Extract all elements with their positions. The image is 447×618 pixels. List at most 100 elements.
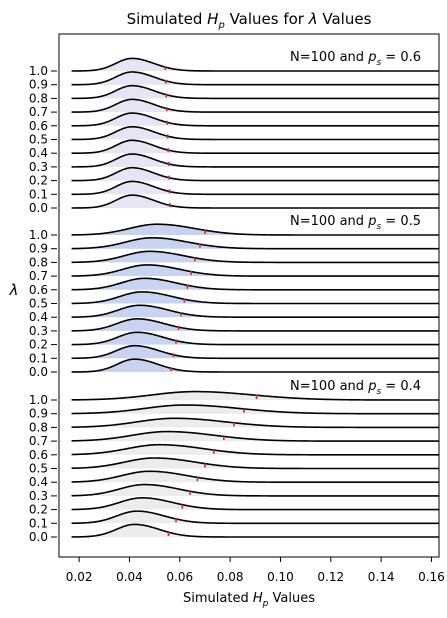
lambda-label: 0.4 — [29, 146, 48, 160]
lambda-label: 0.6 — [29, 448, 48, 462]
lambda-label: 0.5 — [29, 462, 48, 476]
ridge-line-0.8 — [71, 250, 439, 264]
lambda-label: 1.0 — [29, 228, 48, 242]
lambda-label: 0.6 — [29, 119, 48, 133]
ridge-line-0.1 — [71, 180, 439, 196]
ridge-line-0.6 — [71, 443, 439, 456]
lambda-label: 1.0 — [29, 393, 48, 407]
x-tick-label: 0.08 — [217, 570, 244, 584]
ridge-fill — [71, 511, 439, 524]
lambda-label: 0.9 — [29, 407, 48, 421]
ridge-line-0.6 — [71, 277, 439, 291]
x-axis: 0.02 0.04 0.06 0.08 0.10 0.12 0.14 0.16 — [66, 557, 445, 584]
lambda-label: 0.9 — [29, 78, 48, 92]
plot-frame — [58, 33, 440, 558]
lambda-label: 0.8 — [29, 255, 48, 269]
ridge-fill — [71, 318, 439, 331]
y-axis-label: λ — [9, 281, 19, 299]
x-tick-label: 0.16 — [418, 570, 445, 584]
ridge-fill — [71, 444, 439, 455]
ridge-fill — [71, 484, 439, 496]
x-tick-label: 0.12 — [317, 570, 344, 584]
ridge-line-0.7 — [71, 430, 439, 442]
ridge-fill — [71, 58, 439, 71]
ridge-fill — [71, 224, 439, 235]
ridge-line-0.2 — [71, 497, 439, 511]
x-tick-label: 0.14 — [368, 570, 395, 584]
lambda-label: 0.3 — [29, 160, 48, 174]
lambda-label: 0.0 — [29, 365, 48, 379]
ridge-line-1.0 — [71, 57, 439, 72]
ridge-line-0.0 — [71, 194, 439, 209]
panel-label-0: N=100 and ps = 0.6 — [290, 50, 421, 68]
lambda-label: 0.1 — [29, 187, 48, 201]
lambda-label: 0.3 — [29, 489, 48, 503]
lambda-label: 0.2 — [29, 338, 48, 352]
lambda-label: 0.0 — [29, 530, 48, 544]
lambda-label: 0.6 — [29, 283, 48, 297]
x-tick-label: 0.04 — [116, 570, 143, 584]
ridge-fill — [71, 471, 439, 483]
ridge-line-0.0 — [71, 523, 439, 538]
x-axis-label: Simulated Hp Values — [183, 591, 315, 609]
ridge-fill — [71, 181, 439, 195]
ridge-fill — [71, 332, 439, 345]
ridge-line-1.0 — [71, 223, 439, 236]
ridge-line-0.7 — [71, 264, 439, 277]
ridge-fill — [71, 99, 439, 113]
panel-1: 0.00.10.20.30.40.50.60.70.80.91.0 N=100 a… — [29, 214, 439, 379]
lambda-label: 0.9 — [29, 242, 48, 256]
chart-title: Simulated Hp Values for λ Values — [127, 10, 372, 31]
ridge-line-0.9 — [71, 404, 439, 415]
ridge-line-0.1 — [71, 344, 439, 360]
ridge-fill — [71, 359, 439, 372]
ridge-line-0.3 — [71, 153, 439, 168]
ridge-line-0.2 — [71, 331, 439, 346]
panel-0: 0.00.10.20.30.40.50.60.70.80.91.0 N=100 a… — [29, 50, 439, 215]
panel-2: 0.00.10.20.30.40.50.60.70.80.91.0 N=100 a… — [29, 379, 439, 544]
ridge-line-0.2 — [71, 166, 439, 182]
ridge-line-0.9 — [71, 71, 439, 86]
ridge-fill — [71, 140, 439, 154]
lambda-label: 0.8 — [29, 420, 48, 434]
x-tick-label: 0.10 — [267, 570, 294, 584]
panel-label-1: N=100 and ps = 0.5 — [290, 214, 421, 232]
ridge-line-0.5 — [71, 291, 439, 305]
ridge-fill — [71, 264, 439, 277]
ridge-fill — [71, 237, 439, 249]
ridge-fill — [71, 167, 439, 181]
panels: 0.00.10.20.30.40.50.60.70.80.91.0N=100 a… — [29, 50, 439, 544]
x-tick-label: 0.02 — [66, 570, 93, 584]
ridge-fill — [71, 418, 439, 428]
ridge-fill — [71, 195, 439, 208]
lambda-label: 0.1 — [29, 351, 48, 365]
ridge-fill — [71, 113, 439, 126]
lambda-label: 0.5 — [29, 297, 48, 311]
lambda-label: 0.5 — [29, 133, 48, 147]
lambda-label: 0.3 — [29, 324, 48, 338]
ridge-fill — [71, 71, 439, 85]
lambda-label: 0.7 — [29, 269, 48, 283]
ridge-line-0.7 — [71, 98, 439, 113]
ridge-fill — [71, 345, 439, 359]
ridge-fill — [71, 126, 439, 140]
ridge-fill — [71, 85, 439, 99]
lambda-label: 0.0 — [29, 201, 48, 215]
ridge-fill — [71, 458, 439, 469]
lambda-label: 0.1 — [29, 516, 48, 530]
ridge-line-1.0 — [71, 390, 439, 401]
lambda-label: 0.7 — [29, 434, 48, 448]
ridge-line-0.4 — [71, 139, 439, 154]
ridge-fill — [71, 305, 439, 318]
ridge-line-0.4 — [71, 304, 439, 318]
lambda-label: 0.4 — [29, 310, 48, 324]
ridge-line-0.1 — [71, 510, 439, 525]
ridge-fill — [71, 431, 439, 442]
ridge-line-0.3 — [71, 483, 439, 497]
ridge-fill — [71, 251, 439, 263]
ridge-line-0.4 — [71, 470, 439, 483]
lambda-label: 0.2 — [29, 503, 48, 517]
x-tick-label: 0.06 — [166, 570, 193, 584]
ridge-line-0.0 — [71, 358, 439, 373]
